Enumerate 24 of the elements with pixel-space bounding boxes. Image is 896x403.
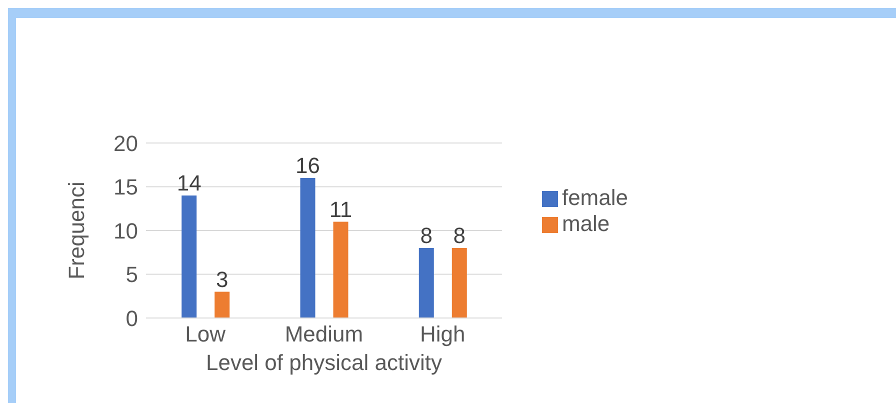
x-axis-title: Level of physical activity [206,350,442,375]
bar [214,292,230,318]
bar [452,248,467,318]
y-tick-label: 20 [114,130,138,156]
x-tick-label: Medium [284,322,364,347]
data-label: 8 [420,223,433,248]
legend-label: female [562,184,628,210]
data-label: 16 [296,153,320,178]
y-tick-label: 5 [126,262,138,288]
x-tick-label: High [420,322,466,347]
data-label: 8 [453,223,466,248]
data-label: 3 [216,266,228,292]
x-tick-label: Low [185,322,226,347]
legend-label: male [562,210,610,236]
data-label: 14 [176,170,202,196]
y-axis-title: Frequenci [64,182,89,280]
y-tick-label: 15 [114,174,138,200]
bar [300,178,316,318]
bar [418,248,434,318]
data-label: 11 [329,196,352,222]
bar [182,196,197,318]
bar [333,222,348,318]
y-tick-label: 0 [126,306,138,331]
y-tick-label: 10 [114,218,138,244]
